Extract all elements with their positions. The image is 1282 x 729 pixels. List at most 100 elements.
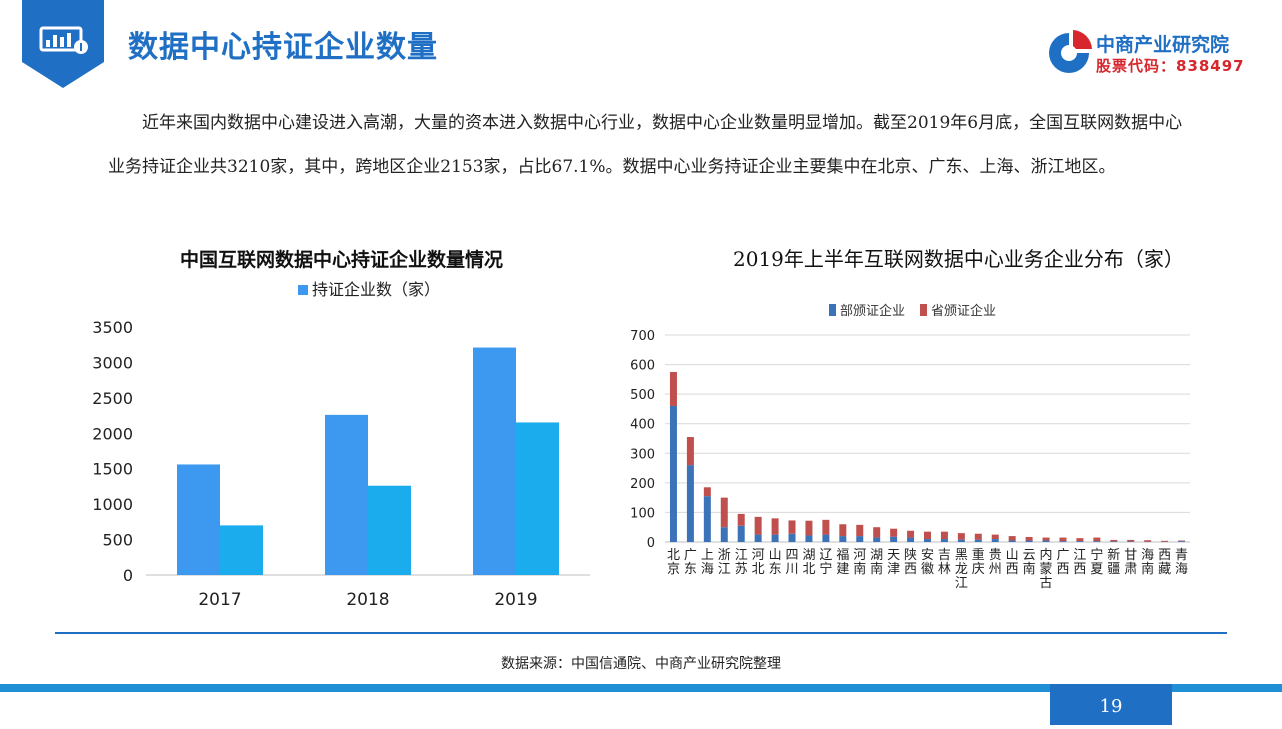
chart2-stacked-bar-chart: 部颁证企业省颁证企业0100200300400500600700北京广东上海浙江…: [625, 295, 1245, 625]
chart1-y-tick-label: 3500: [92, 318, 133, 337]
chart2-bar-segment: [1009, 541, 1016, 542]
source-divider: [55, 632, 1227, 634]
chart2-legend-swatch: [829, 304, 836, 316]
chart2-x-tick-label: 江西: [1073, 548, 1086, 577]
chart2-bar-segment: [687, 465, 694, 542]
chart1-bar: [473, 348, 516, 575]
chart2-bar-segment: [856, 536, 863, 542]
chart2-y-tick-label: 500: [630, 388, 655, 403]
chart2-bar-segment: [924, 539, 931, 542]
chart1-y-tick-label: 1000: [92, 495, 133, 514]
chart2-bar-segment: [992, 535, 999, 539]
chart2-bar-segment: [958, 533, 965, 540]
chart2-bar-segment: [1059, 538, 1066, 542]
chart2-x-tick-label: 广西: [1056, 548, 1069, 577]
chart2-bar-segment: [1009, 536, 1016, 540]
chart1-bar: [325, 415, 368, 575]
chart2-x-tick-label: 湖南: [870, 548, 883, 577]
chart2-bar-segment: [1127, 541, 1134, 542]
chart2-x-tick-label: 北京: [667, 548, 680, 577]
section-badge: [22, 0, 104, 88]
chart1-y-tick-label: 1500: [92, 460, 133, 479]
chart2-bar-segment: [1127, 540, 1134, 541]
chart2-bar-segment: [822, 535, 829, 542]
chart2-x-tick-label: 甘肃: [1124, 548, 1137, 577]
chart2-bar-segment: [805, 521, 812, 536]
chart1-legend-swatch: [298, 285, 308, 295]
chart2-bar-segment: [1076, 541, 1083, 542]
chart1-y-tick-label: 0: [123, 566, 133, 585]
chart2-x-tick-label: 湖北: [802, 548, 815, 577]
logo-name: 中商产业研究院: [1096, 30, 1229, 57]
chart2-x-tick-label: 江苏: [735, 548, 748, 577]
chart2-y-tick-label: 200: [630, 477, 655, 492]
chart2-bar-segment: [890, 529, 897, 537]
chart2-bar-segment: [738, 526, 745, 542]
chart2-x-tick-label: 河南: [853, 548, 866, 577]
chart2-x-tick-label: 河北: [752, 548, 765, 577]
chart1-x-tick-label: 2017: [198, 590, 241, 610]
chart2-bar-segment: [873, 538, 880, 542]
brand-logo: 中商产业研究院 股票代码：838497: [1046, 28, 1260, 78]
chart1-legend-label: 持证企业数（家）: [312, 280, 440, 299]
chart2-bar-segment: [1178, 541, 1185, 542]
chart2-x-tick-label: 内蒙古: [1040, 547, 1053, 591]
chart2-bar-segment: [1026, 541, 1033, 542]
chart2-bar-segment: [822, 520, 829, 535]
chart2-bar-segment: [907, 538, 914, 542]
chart2-x-tick-label: 青海: [1175, 548, 1188, 577]
chart2-bar-segment: [1110, 541, 1117, 542]
chart2-bar-segment: [1043, 538, 1050, 541]
chart2-bar-segment: [924, 532, 931, 539]
data-source: 数据来源：中国信通院、中商产业研究院整理: [0, 653, 1282, 673]
chart2-bar-segment: [1059, 541, 1066, 542]
chart2-x-tick-label: 安徽: [921, 548, 934, 577]
chart2-legend-label: 部颁证企业: [840, 303, 905, 319]
chart2-bar-segment: [772, 535, 779, 542]
chart1-bar: [177, 464, 220, 575]
chart2-x-tick-label: 天津: [887, 548, 900, 577]
chart2-bar-segment: [1043, 541, 1050, 542]
chart1-title: 中国互联网数据中心持证企业数量情况: [180, 245, 503, 272]
chart2-y-tick-label: 600: [630, 359, 655, 374]
chart2-bar-segment: [907, 531, 914, 538]
chart2-bar-segment: [975, 534, 982, 540]
chart2-bar-segment: [1026, 537, 1033, 541]
chart2-bar-segment: [755, 517, 762, 535]
chart2-bar-segment: [755, 535, 762, 542]
chart2-x-tick-label: 四川: [786, 548, 799, 577]
chart2-x-tick-label: 山西: [1006, 548, 1019, 577]
chart2-bar-segment: [839, 524, 846, 536]
chart2-bar-segment: [670, 406, 677, 542]
chart2-bar-segment: [1161, 541, 1168, 542]
chart2-y-tick-label: 300: [630, 447, 655, 462]
chart2-bar-segment: [687, 437, 694, 465]
chart2-x-tick-label: 山东: [769, 548, 782, 577]
chart2-bar-segment: [738, 514, 745, 526]
chart2-x-tick-label: 吉林: [938, 548, 951, 577]
chart2-y-tick-label: 0: [647, 536, 655, 551]
chart2-bar-segment: [1178, 541, 1185, 542]
chart2-x-tick-label: 云南: [1023, 548, 1036, 577]
page-title: 数据中心持证企业数量: [128, 22, 438, 66]
chart1-bar: [516, 422, 559, 575]
chart2-title: 2019年上半年互联网数据中心业务企业分布（家）: [733, 243, 1184, 272]
chart1-bar: [220, 525, 263, 575]
chart2-bar-segment: [704, 496, 711, 542]
chart2-bar-segment: [789, 520, 796, 533]
chart1-x-tick-label: 2019: [494, 590, 537, 610]
page-number: 19: [1050, 684, 1172, 725]
intro-paragraph: 近年来国内数据中心建设进入高潮，大量的资本进入数据中心行业，数据中心企业数量明显…: [108, 101, 1188, 189]
chart2-y-tick-label: 400: [630, 418, 655, 433]
chart2-bar-segment: [890, 537, 897, 542]
chart2-x-tick-label: 新疆: [1107, 547, 1120, 577]
chart2-legend-label: 省颁证企业: [931, 303, 996, 319]
chart2-bar-segment: [1076, 538, 1083, 541]
chart2-bar-segment: [992, 539, 999, 542]
chart2-bar-segment: [856, 525, 863, 536]
chart2-bar-segment: [941, 539, 948, 542]
chart1-y-tick-label: 2000: [92, 424, 133, 443]
chart2-bar-segment: [805, 535, 812, 542]
chart2-bar-segment: [670, 372, 677, 406]
chart2-bar-segment: [975, 540, 982, 542]
